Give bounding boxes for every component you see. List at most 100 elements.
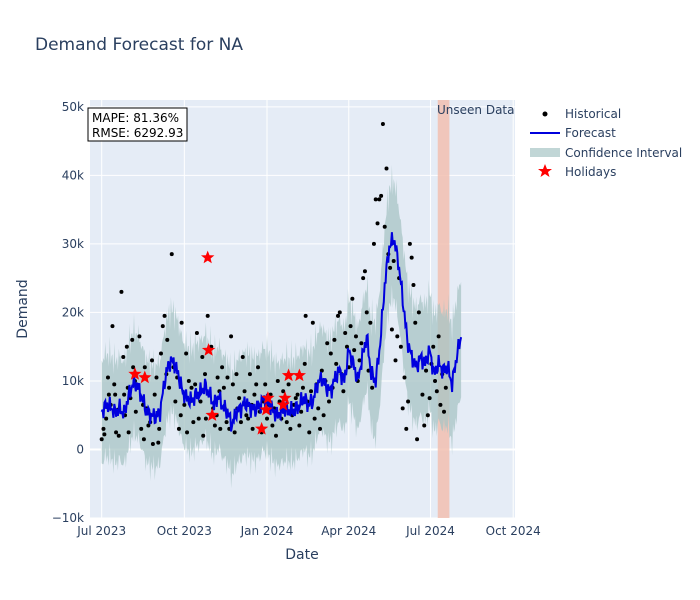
historical-point [319,368,324,373]
axis-ticks: −10k 0 10k 20k 30k 40k 50k Jul 2023 Oct 2023 Jan … [52,100,541,538]
historical-point [124,344,129,349]
historical-point [427,396,432,401]
chart-title: Demand Forecast for NA [35,35,243,55]
historical-point [232,430,237,435]
historical-point [237,396,242,401]
historical-point [149,358,154,363]
historical-point [416,310,421,315]
historical-point [328,351,333,356]
legend-item-historical[interactable]: Historical [542,107,622,121]
historical-point [221,385,226,390]
holiday-marker [259,402,273,416]
historical-point [370,385,375,390]
historical-point [357,358,362,363]
historical-point [310,320,315,325]
historical-point [409,255,414,260]
y-tick-label: −10k [52,511,84,525]
historical-point [434,389,439,394]
historical-point [325,341,330,346]
historical-point [189,385,194,390]
historical-point [341,389,346,394]
metrics-box-frame [87,107,188,142]
y-tick-label: 40k [62,168,84,182]
historical-point [158,351,163,356]
holiday-marker [276,397,290,411]
historical-point [318,426,323,431]
historical-point [361,276,366,281]
historical-point [119,289,124,294]
historical-point [112,382,117,387]
holiday-markers [128,250,306,435]
holiday-marker [292,368,306,382]
historical-point [102,432,107,437]
historical-point [234,372,239,377]
historical-point [99,437,104,442]
historical-point [215,375,220,380]
historical-point [179,320,184,325]
historical-point [388,265,393,270]
historical-point [433,378,438,383]
legend-item-confidence-interval[interactable]: Confidence Interval [530,146,682,160]
metrics-box: MAPE: 81.36% RMSE: 6292.93 [87,107,188,142]
historical-point [137,334,142,339]
historical-point [242,389,247,394]
historical-point [252,392,257,397]
historical-point [146,423,151,428]
x-tick-label: Oct 2024 [486,524,541,538]
historical-point [353,334,358,339]
historical-point [201,433,206,438]
historical-point [275,378,280,383]
historical-point [184,351,189,356]
historical-point [380,121,385,126]
historical-point [244,413,249,418]
historical-point [307,430,312,435]
x-tick-label: Jan 2024 [240,524,294,538]
historical-point [391,259,396,264]
historical-point [162,313,167,318]
historical-point [404,426,409,431]
holiday-marker [255,421,269,435]
historical-point [104,416,109,421]
historical-point [240,354,245,359]
historical-point [400,406,405,411]
legend-historical-label: Historical [565,107,621,121]
historical-point [113,392,118,397]
x-tick-label: Apr 2024 [321,524,376,538]
historical-point [431,344,436,349]
historical-point [438,402,443,407]
legend-item-holidays[interactable]: Holidays [538,164,616,179]
y-axis-label: Demand [15,279,31,338]
historical-point [327,399,332,404]
historical-point [377,197,382,202]
historical-point [250,426,255,431]
holiday-marker [281,368,296,382]
historical-point [303,313,308,318]
y-tick-label: 50k [62,100,84,114]
historical-point [352,348,357,353]
historical-point [299,409,304,414]
unseen-data-label: Unseen Data [437,103,514,117]
historical-point [256,365,261,370]
historical-point [173,399,178,404]
historical-point [218,426,223,431]
legend-holidays-symbol [538,164,552,177]
historical-point [203,416,208,421]
historical-point [420,392,425,397]
holiday-marker [261,391,275,404]
historical-point [105,375,110,380]
historical-point [334,361,339,366]
y-tick-label: 0 [76,442,84,456]
historical-point [133,409,138,414]
legend-item-forecast[interactable]: Forecast [530,126,616,140]
historical-point [154,375,159,380]
historical-point [139,426,144,431]
historical-point [382,224,387,229]
historical-point [150,441,155,446]
historical-point [371,241,376,246]
historical-point [193,382,198,387]
x-tick-label: Jul 2023 [76,524,126,538]
historical-point [247,372,252,377]
historical-point [167,385,172,390]
historical-point [288,426,293,431]
historical-point [101,426,106,431]
